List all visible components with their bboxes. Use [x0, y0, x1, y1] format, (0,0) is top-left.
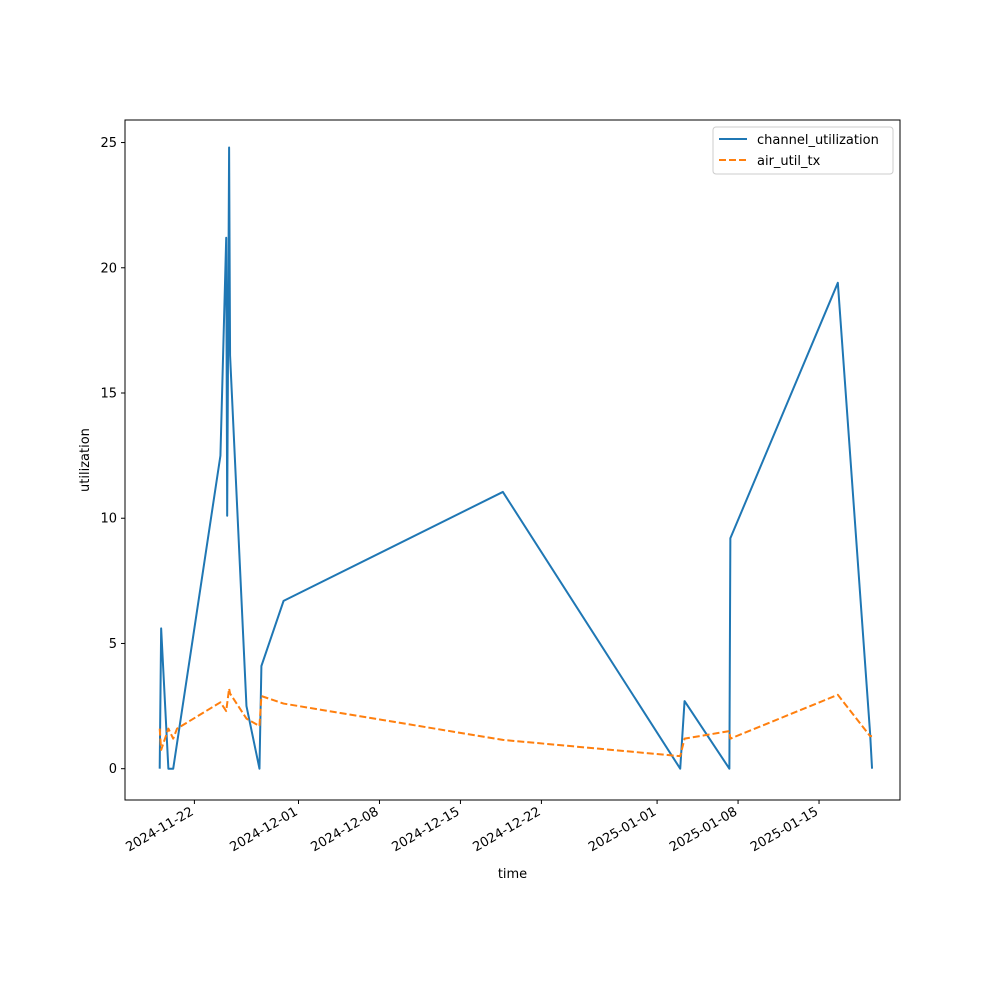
- x-axis-label: time: [498, 867, 527, 882]
- y-tick-label: 25: [100, 136, 117, 151]
- legend: channel_utilization air_util_tx: [712, 126, 894, 175]
- legend-label: air_util_tx: [757, 154, 821, 169]
- x-tick-label: 2025-01-08: [667, 804, 740, 855]
- x-tick-label: 2024-12-01: [228, 804, 301, 855]
- x-tick-label: 2024-11-22: [123, 804, 196, 855]
- y-tick-label: 5: [109, 637, 117, 652]
- x-axis-ticks: 2024-11-22 2024-12-01 2024-12-08 2024-12-15…: [123, 800, 821, 855]
- x-tick-label: 2024-12-22: [470, 804, 543, 855]
- y-tick-label: 0: [109, 762, 117, 777]
- legend-box: [712, 126, 894, 175]
- y-tick-label: 20: [100, 261, 117, 276]
- y-tick-label: 15: [100, 387, 117, 402]
- x-tick-label: 2025-01-01: [586, 804, 659, 855]
- plot-frame: [124, 119, 901, 801]
- y-axis-label: utilization: [78, 428, 93, 492]
- plot-lines: [158, 146, 874, 770]
- y-axis-ticks: 0 5 10 15 20 25: [100, 136, 125, 777]
- x-tick-label: 2024-12-08: [309, 804, 382, 855]
- x-tick-label: 2025-01-15: [748, 804, 821, 855]
- y-tick-label: 10: [100, 512, 117, 527]
- series-line-channel-utilization: [158, 146, 874, 770]
- series-line-air-util-tx: [158, 687, 873, 758]
- x-tick-label: 2024-12-15: [390, 804, 463, 855]
- legend-label: channel_utilization: [757, 133, 879, 148]
